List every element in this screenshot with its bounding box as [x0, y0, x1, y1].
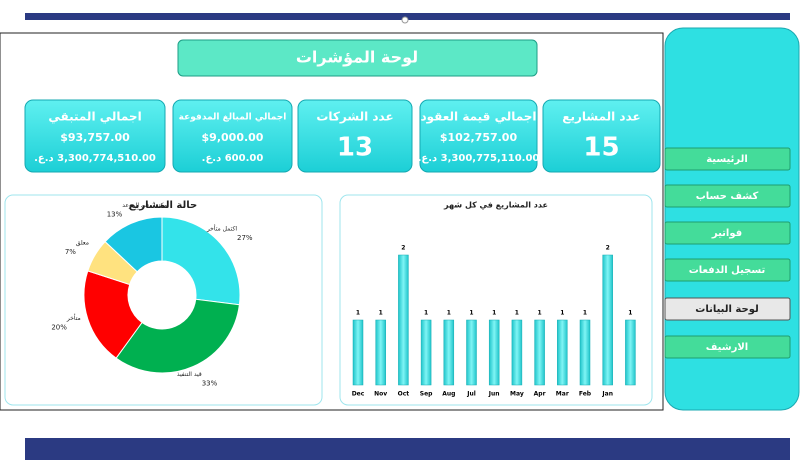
- bar-value-label: 1: [538, 310, 542, 317]
- x-tick-label: Jun: [488, 391, 500, 398]
- bar-value-label: 1: [469, 310, 473, 317]
- kpi-card: [172, 99, 293, 173]
- nav-label[interactable]: الارشيف: [706, 342, 748, 353]
- slice-label: 33%: [202, 379, 218, 387]
- page-title: لوحة المؤشرات: [296, 48, 418, 67]
- nav-label[interactable]: الرئيسية: [706, 154, 748, 165]
- kpi-value: 15: [583, 133, 619, 163]
- x-tick-label: Oct: [398, 391, 410, 398]
- top-dot: [401, 16, 409, 24]
- kpi-usd: $9,000.00: [202, 131, 264, 144]
- bar-value-label: 1: [560, 310, 564, 317]
- nav-button[interactable]: [664, 184, 791, 208]
- bar-value-label: 1: [583, 310, 587, 317]
- x-tick-label: Feb: [579, 391, 592, 398]
- bottom-bar: [25, 438, 790, 460]
- bar-value-label: 1: [515, 310, 519, 317]
- nav-button[interactable]: [664, 147, 791, 171]
- bar-value-label: 1: [492, 310, 496, 317]
- x-tick-label: Sep: [420, 391, 433, 398]
- slice-category: متأخر: [66, 313, 81, 322]
- bar: [443, 319, 455, 386]
- bar-value-label: 2: [606, 245, 610, 252]
- nav-button[interactable]: [664, 335, 791, 359]
- pie-slice: [115, 298, 240, 374]
- slice-label: 20%: [51, 323, 67, 331]
- nav-button[interactable]: [664, 221, 791, 245]
- bar: [625, 319, 636, 386]
- kpi-usd: $93,757.00: [60, 131, 130, 144]
- kpi-local: 600.00 د.ع.: [202, 153, 264, 164]
- bar-value-label: 1: [379, 310, 383, 317]
- x-tick-label: Jul: [466, 391, 476, 398]
- bar: [375, 319, 386, 386]
- bar: [534, 319, 545, 386]
- nav-label[interactable]: كشف حساب: [696, 191, 759, 202]
- nav-label[interactable]: فواتير: [711, 228, 742, 239]
- bar: [511, 319, 523, 386]
- kpi-card: [24, 99, 166, 173]
- x-tick-label: May: [510, 391, 524, 398]
- bar: [579, 319, 591, 386]
- x-tick-label: Mar: [556, 391, 569, 398]
- bar-value-label: 1: [628, 310, 632, 317]
- title-box: [177, 39, 538, 77]
- x-tick-label: Jan: [601, 391, 613, 398]
- bar: [420, 319, 432, 386]
- nav-label[interactable]: تسجيل الدفعات: [689, 265, 766, 276]
- kpi-usd: $102,757.00: [440, 131, 518, 144]
- pie-slice: [83, 270, 143, 359]
- chart-title: حالة المشاريع: [129, 200, 197, 211]
- bar: [398, 254, 409, 386]
- bar-value-label: 1: [424, 310, 428, 317]
- kpi-label: اجمالي المبالغ المدفوعة: [179, 113, 287, 123]
- kpi-label: اجمالي المتبقي: [48, 110, 141, 124]
- x-tick-label: Apr: [534, 391, 546, 398]
- x-tick-label: Nov: [374, 391, 387, 398]
- top-bar: [25, 13, 790, 20]
- nav-button[interactable]: [664, 297, 791, 321]
- kpi-card: [297, 99, 413, 173]
- bar: [602, 254, 613, 386]
- slice-label: 27%: [237, 234, 253, 242]
- bar-value-label: 1: [447, 310, 451, 317]
- slice-label: 7%: [65, 248, 76, 256]
- nav-label[interactable]: لوحة البيانات: [695, 304, 758, 315]
- bar: [557, 319, 568, 386]
- bar: [466, 319, 477, 386]
- x-tick-label: Aug: [442, 391, 455, 398]
- bar: [488, 319, 500, 386]
- kpi-label: اجمالي قيمة العقود: [420, 110, 536, 125]
- kpi-label: عدد الشركات: [316, 110, 393, 124]
- bar-value-label: 1: [356, 310, 360, 317]
- kpi-local: 3,300,774,510.00 د.ع.: [34, 153, 156, 164]
- pie-slice: [161, 216, 241, 306]
- slice-label: 13%: [107, 211, 123, 219]
- bar-panel: [339, 194, 653, 406]
- nav-button[interactable]: [664, 258, 791, 282]
- kpi-label: عدد المشاريع: [562, 110, 640, 124]
- slice-category: مكتمل في الموعد: [122, 202, 167, 209]
- kpi-card: [542, 99, 661, 173]
- x-tick-label: Dec: [352, 391, 365, 398]
- slice-category: معلق: [76, 240, 89, 247]
- chart-title: عدد المشاريع في كل شهر: [443, 201, 548, 210]
- pie-slice: [104, 216, 163, 273]
- kpi-value: 13: [337, 133, 373, 163]
- slice-category: قيد التنفيذ: [177, 371, 202, 378]
- kpi-card: [419, 99, 538, 173]
- pie-panel: [4, 194, 323, 406]
- slice-category: اكتمل متأخر: [206, 224, 237, 233]
- kpi-local: 3,300,775,110.00 د.ع.: [418, 153, 540, 164]
- bar-value-label: 2: [401, 245, 405, 252]
- bar: [352, 319, 364, 386]
